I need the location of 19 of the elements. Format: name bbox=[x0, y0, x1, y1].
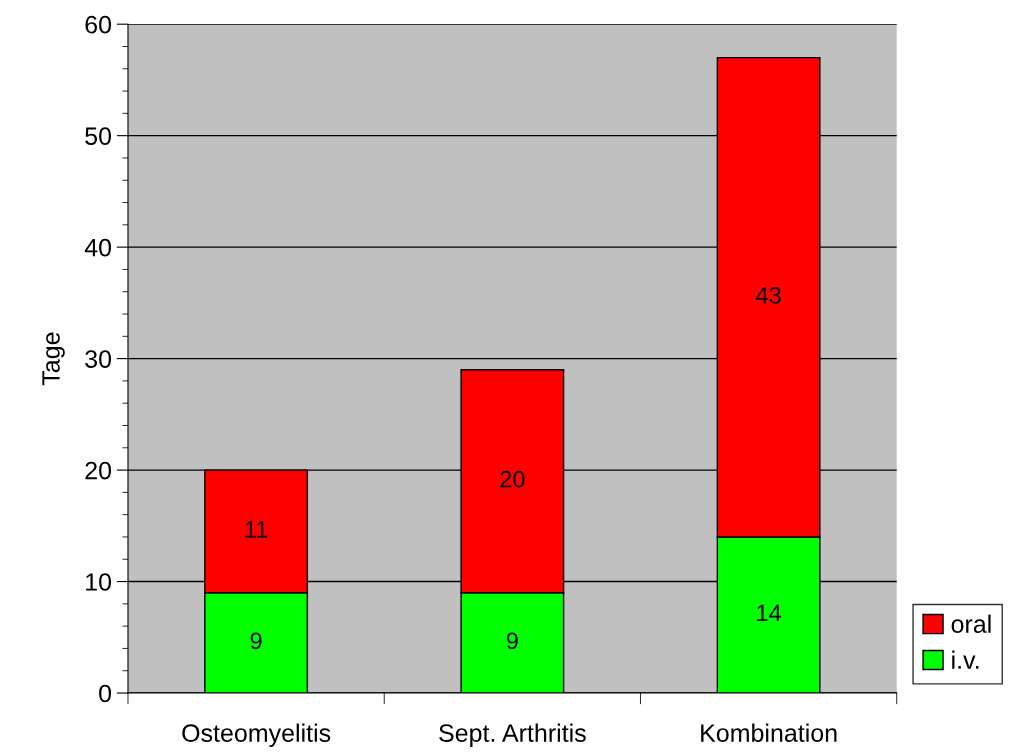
legend-label: oral bbox=[951, 614, 991, 633]
data-label: 14 bbox=[757, 604, 782, 622]
data-label: 43 bbox=[756, 286, 781, 304]
x-tick-label: Kombination bbox=[701, 723, 837, 742]
y-tick-label: 50 bbox=[85, 127, 112, 145]
y-tick-label: 60 bbox=[85, 15, 112, 34]
y-tick-label: 40 bbox=[84, 238, 112, 257]
y-tick-label: 0 bbox=[99, 684, 112, 703]
y-axis-title: Tage bbox=[42, 332, 65, 386]
data-label: 9 bbox=[250, 632, 262, 650]
data-label: 20 bbox=[500, 470, 525, 488]
x-tick-label: Sept. Arthritis bbox=[439, 723, 586, 747]
data-label: 9 bbox=[506, 632, 518, 650]
legend-label: i.v. bbox=[952, 650, 979, 669]
y-tick-label: 10 bbox=[86, 573, 112, 591]
y-tick-label: 20 bbox=[85, 461, 112, 480]
data-label: 11 bbox=[245, 521, 268, 538]
y-tick-label: 30 bbox=[85, 350, 112, 368]
x-tick-label: Osteomyelitis bbox=[182, 723, 331, 747]
